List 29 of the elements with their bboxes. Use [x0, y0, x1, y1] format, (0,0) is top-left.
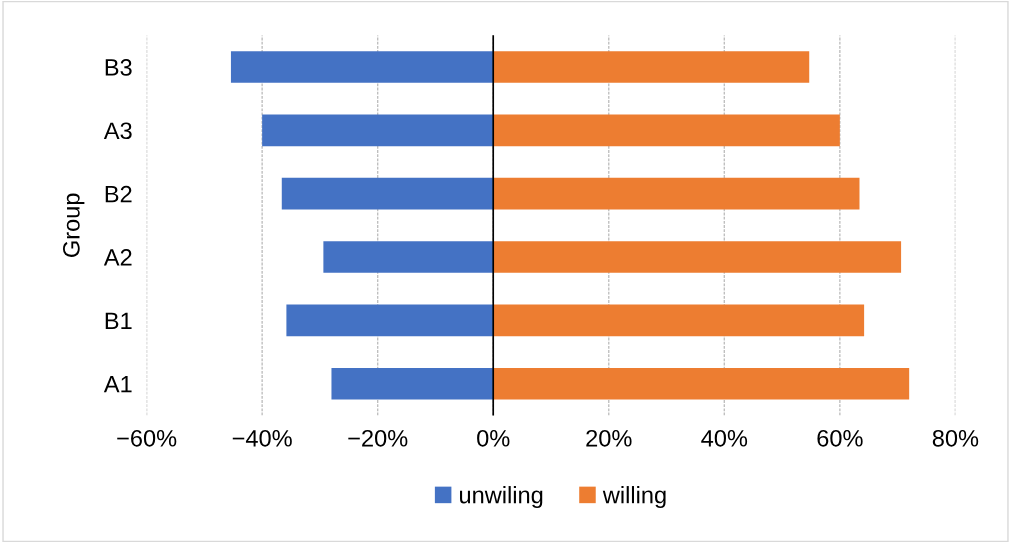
- bar: [493, 51, 810, 83]
- bar: [493, 114, 840, 147]
- bar: [323, 241, 494, 273]
- legend-label: willing: [602, 486, 666, 509]
- y-tick-label: B2: [105, 185, 132, 203]
- bar: [493, 177, 860, 210]
- bar: [286, 304, 494, 337]
- bar: [493, 304, 865, 337]
- bar: [493, 241, 902, 273]
- bar: [331, 367, 494, 400]
- x-tick-label: 60%: [817, 429, 863, 447]
- y-axis-title: Group: [63, 193, 85, 257]
- y-tick-label: A3: [103, 122, 132, 140]
- bar: [230, 51, 494, 83]
- x-tick-label: −40%: [232, 429, 292, 447]
- x-tick-label: −60%: [117, 429, 177, 447]
- x-tick-label: 20%: [586, 429, 632, 447]
- bar: [281, 177, 494, 210]
- y-tick-label: B3: [105, 59, 132, 76]
- bar: [493, 367, 910, 400]
- y-tick-label: B1: [105, 312, 132, 329]
- x-tick-label: 0%: [477, 429, 510, 447]
- x-tick-label: −20%: [348, 429, 408, 447]
- x-tick-label: 80%: [932, 429, 979, 447]
- y-tick-label: A2: [103, 249, 132, 266]
- bar: [262, 114, 494, 147]
- legend-label: unwiling: [460, 486, 543, 509]
- x-tick-label: 40%: [701, 429, 748, 447]
- y-tick-label: A1: [103, 376, 132, 393]
